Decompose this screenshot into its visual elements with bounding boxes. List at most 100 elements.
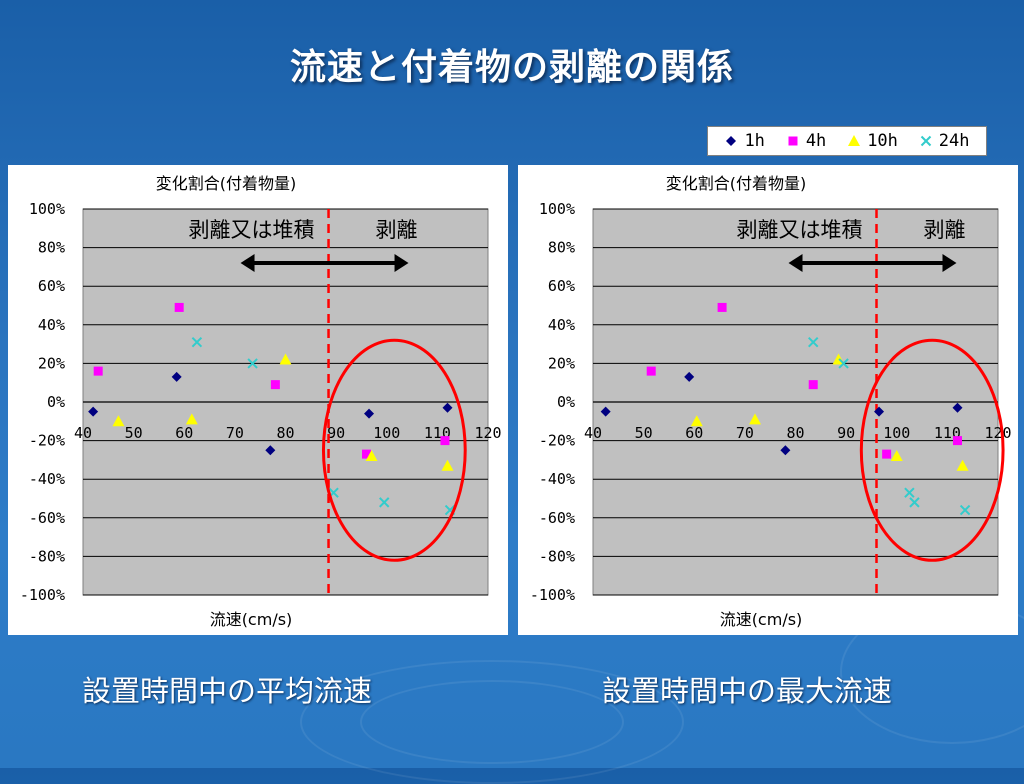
diamond-marker-icon: [726, 136, 737, 146]
x-tick-label: 100: [883, 424, 910, 442]
x-tick-label: 80: [276, 424, 294, 442]
data-point-1h: [874, 406, 885, 417]
y-tick-label: -80%: [539, 547, 575, 565]
y-tick-label: 40%: [38, 316, 65, 334]
y-tick-label: 40%: [548, 316, 575, 334]
legend-item-10h: 10h: [847, 131, 898, 151]
y-tick-label: 20%: [548, 354, 575, 372]
data-point-1h: [780, 445, 791, 456]
y-tick-label: 80%: [38, 239, 65, 257]
caption-average-speed: 設置時間中の平均流速: [82, 674, 373, 708]
data-point-1h: [600, 406, 611, 417]
y-tick-label: -20%: [539, 432, 575, 450]
legend-item-24h: 24h: [919, 131, 970, 151]
data-point-4h: [808, 380, 818, 390]
data-point-1h: [684, 371, 695, 382]
caption-max-speed: 設置時間中の最大流速: [602, 674, 893, 708]
legend-label: 1h: [744, 131, 765, 151]
legend-label: 4h: [805, 131, 827, 151]
data-point-24h: [808, 336, 819, 348]
data-point-4h: [953, 436, 962, 446]
data-point-10h: [185, 413, 198, 425]
y-tick-label: -80%: [29, 547, 65, 565]
data-point-1h: [952, 402, 963, 413]
data-point-24h: [959, 504, 971, 516]
data-point-10h: [365, 450, 378, 462]
legend-marker-10h: [848, 135, 861, 146]
slide-title: 流速と付着物の剥離の関係: [289, 47, 734, 88]
y-tick-label: 100%: [29, 200, 65, 218]
chart-panel-max-speed: 100% 80% 60% 40% 20% 0% -20% -40% -60% -80% -100% 4…: [518, 165, 1018, 635]
legend-label: 24h: [938, 131, 970, 151]
x-marker-icon: [920, 135, 932, 147]
y-tick-label: 0%: [557, 393, 575, 411]
data-point-4h: [270, 380, 280, 390]
chart-title: 変化割合(付着物量): [666, 174, 807, 193]
x-tick-label: 50: [635, 424, 653, 442]
data-point-4h: [646, 366, 656, 376]
x-tick-label: 120: [984, 424, 1011, 442]
y-tick-label: 0%: [47, 393, 65, 411]
scatter-chart-average-speed: 100% 80% 60% 40% 20% 0% -20% -40% -60% -80% -100% 4…: [20, 174, 502, 629]
legend-marker-24h: [920, 135, 932, 147]
legend-marker-4h: [788, 136, 798, 146]
y-tick-label: -60%: [539, 509, 575, 527]
y-tick-label: 60%: [548, 277, 575, 295]
data-point-10h: [441, 459, 454, 471]
data-point-24h: [191, 336, 203, 348]
x-tick-label: 80: [786, 424, 804, 442]
data-point-4h: [174, 302, 184, 312]
x-tick-label: 40: [584, 424, 602, 442]
chart-title: 変化割合(付着物量): [156, 174, 297, 193]
y-tick-label: 60%: [38, 277, 65, 295]
data-point-10h: [112, 415, 125, 427]
x-tick-label: 120: [474, 424, 501, 442]
y-tick-label: -20%: [29, 432, 65, 450]
y-tick-label: -60%: [29, 509, 65, 527]
x-tick-label: 60: [175, 424, 193, 442]
data-point-24h: [909, 497, 920, 508]
data-point-1h: [442, 402, 453, 413]
x-axis-label: 流速(cm/s): [210, 610, 293, 629]
data-point-1h: [88, 406, 99, 417]
x-tick-label: 70: [226, 424, 244, 442]
legend-item-1h: 1h: [724, 131, 765, 151]
data-point-10h: [690, 415, 703, 427]
region-label-separation: 剥離: [376, 218, 418, 242]
data-point-10h: [749, 413, 761, 425]
region-label-separation-or-deposition: 剥離又は堆積: [189, 218, 315, 242]
y-tick-label: -100%: [20, 586, 65, 604]
x-tick-label: 100: [373, 424, 400, 442]
y-tick-label: -40%: [539, 470, 575, 488]
scatter-chart-max-speed: 100% 80% 60% 40% 20% 0% -20% -40% -60% -80% -100% 4…: [530, 174, 1012, 629]
square-marker-icon: [788, 136, 798, 146]
double-arrow-icon: [240, 254, 409, 272]
legend-label: 10h: [867, 131, 898, 151]
x-tick-label: 50: [125, 424, 143, 442]
x-axis-label: 流速(cm/s): [720, 610, 803, 629]
y-tick-label: 20%: [38, 354, 65, 372]
x-tick-label: 90: [327, 424, 345, 442]
data-point-10h: [956, 459, 969, 471]
data-point-4h: [882, 449, 892, 459]
data-point-1h: [171, 371, 182, 382]
legend-marker-1h: [726, 136, 737, 146]
y-tick-label: -100%: [530, 586, 575, 604]
x-tick-label: 60: [685, 424, 703, 442]
highlight-ellipse: [321, 338, 467, 562]
data-point-24h: [904, 487, 915, 498]
region-label-separation-or-deposition: 剥離又は堆積: [737, 218, 863, 242]
region-label-separation: 剥離: [924, 218, 966, 242]
data-point-24h: [247, 358, 258, 369]
data-point-4h: [93, 366, 103, 376]
y-tick-label: 80%: [548, 239, 575, 257]
x-tick-label: 70: [736, 424, 754, 442]
y-tick-label: -40%: [29, 470, 65, 488]
x-tick-label: 90: [837, 424, 855, 442]
chart-panel-average-speed: 100% 80% 60% 40% 20% 0% -20% -40% -60% -80% -100% 4…: [8, 165, 508, 635]
double-arrow-icon: [788, 254, 957, 272]
chart-legend: 1h 4h 10h 24h: [707, 126, 987, 156]
x-tick-label: 40: [74, 424, 92, 442]
data-point-10h: [279, 353, 292, 365]
data-point-24h: [379, 497, 390, 508]
